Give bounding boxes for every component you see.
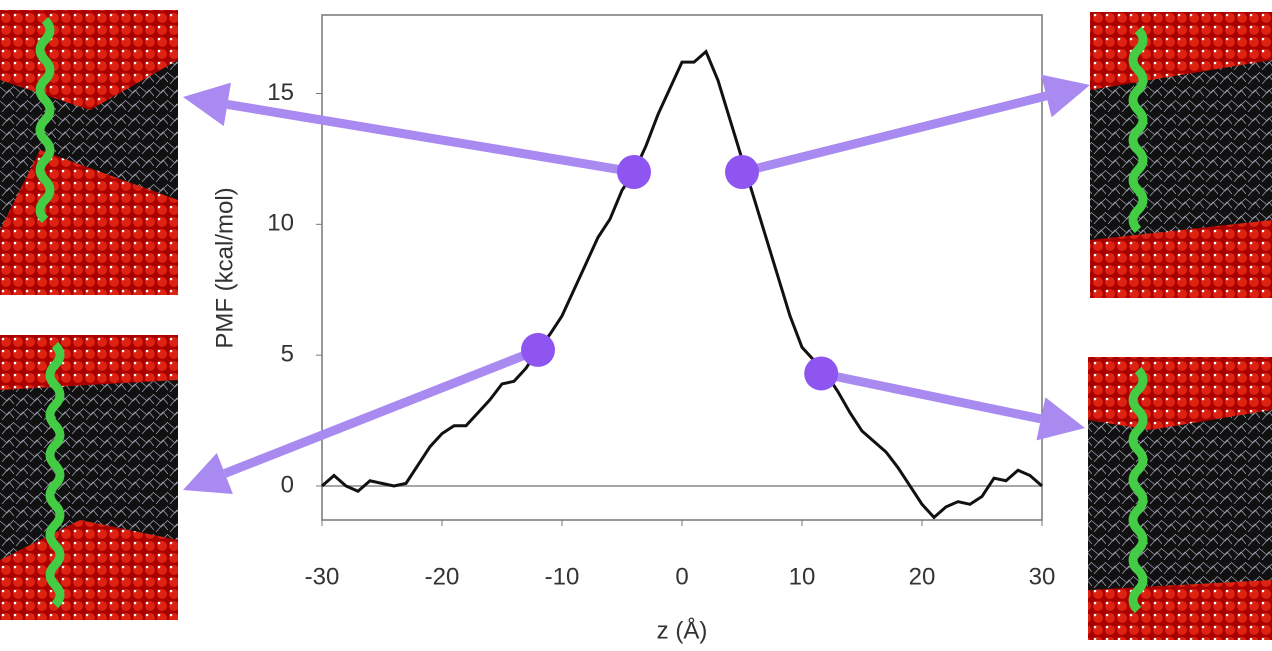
arrow bbox=[226, 99, 635, 177]
x-tick-label: 10 bbox=[789, 563, 816, 590]
arrow-head bbox=[1036, 397, 1085, 441]
x-axis-label: z (Å) bbox=[657, 616, 708, 644]
y-tick-label: 5 bbox=[281, 340, 294, 367]
y-tick-label: 10 bbox=[267, 210, 294, 237]
data-line bbox=[321, 49, 1043, 520]
snapshot bbox=[1088, 357, 1272, 640]
x-tick-label: 20 bbox=[909, 563, 936, 590]
x-tick-label: 0 bbox=[675, 563, 688, 590]
highlight-point bbox=[804, 356, 839, 391]
snapshot bbox=[0, 335, 178, 620]
x-tick-label: -20 bbox=[425, 563, 460, 590]
arrow-head bbox=[183, 453, 233, 494]
y-axis-label: PMF (kcal/mol) bbox=[211, 187, 238, 348]
arrow bbox=[820, 369, 1042, 424]
x-tick-label: -10 bbox=[545, 563, 580, 590]
plot-frame bbox=[321, 14, 1043, 521]
arrow-head bbox=[183, 82, 231, 127]
x-tick-label: -30 bbox=[305, 563, 340, 590]
snapshot bbox=[1090, 12, 1272, 298]
x-tick-label: 30 bbox=[1029, 563, 1056, 590]
highlight-point bbox=[521, 332, 555, 367]
highlight-point bbox=[617, 154, 651, 189]
snapshot bbox=[0, 10, 178, 295]
highlight-point bbox=[725, 154, 759, 189]
arrow-head bbox=[1041, 74, 1090, 118]
arrow bbox=[740, 91, 1048, 177]
arrow bbox=[223, 345, 540, 478]
y-tick-label: 15 bbox=[267, 79, 294, 106]
y-tick-label: 0 bbox=[281, 471, 294, 498]
